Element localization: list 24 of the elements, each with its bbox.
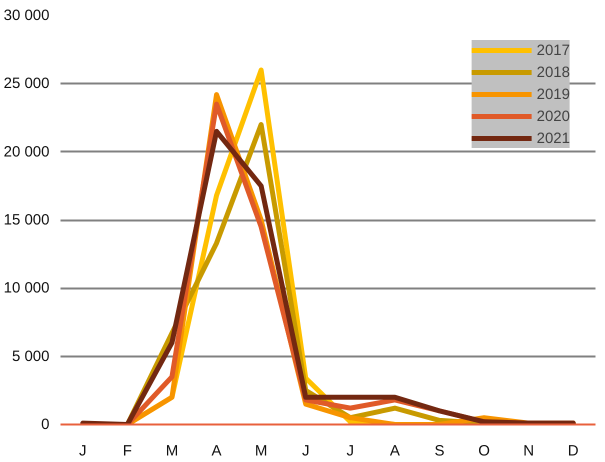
x-tick-label: F — [122, 442, 132, 460]
legend-label: 2018 — [536, 64, 570, 80]
x-tick-label: D — [568, 442, 579, 460]
x-tick-label: J — [346, 442, 354, 460]
legend-label: 2021 — [536, 130, 570, 146]
legend-label: 2017 — [536, 42, 570, 58]
x-tick-label: A — [390, 442, 400, 460]
y-tick-label: 0 — [41, 416, 50, 433]
x-tick-label: O — [478, 442, 490, 460]
x-tick-label: M — [254, 442, 268, 460]
x-tick-label: M — [166, 442, 178, 460]
y-tick-label: 15 000 — [4, 212, 50, 228]
x-tick-label: J — [302, 442, 310, 460]
x-tick-label: N — [523, 442, 534, 460]
y-tick-label: 20 000 — [4, 143, 50, 160]
y-tick-label: 30 000 — [4, 7, 50, 24]
x-tick-label: J — [79, 442, 87, 460]
y-tick-label: 5 000 — [12, 348, 50, 365]
legend-label: 2020 — [536, 108, 570, 124]
y-tick-label: 25 000 — [4, 75, 50, 92]
legend-label: 2019 — [536, 86, 570, 102]
x-tick-label: A — [212, 442, 222, 460]
x-tick-label: S — [434, 442, 444, 460]
y-tick-label: 10 000 — [4, 280, 50, 297]
